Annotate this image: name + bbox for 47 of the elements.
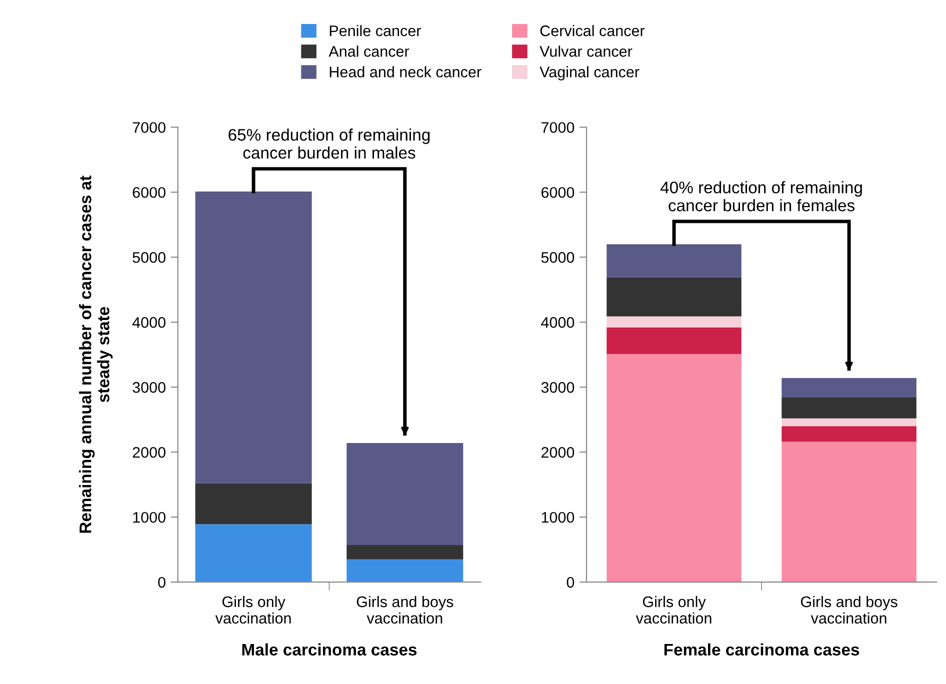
- legend-label: Anal cancer: [328, 46, 410, 57]
- bar: [195, 524, 312, 582]
- y-tick-label: 2000: [132, 446, 166, 458]
- x-tick-label: Girls only vaccination: [215, 596, 291, 624]
- y-axis-title: Remaining annual number of cancer cases at steady state: [79, 176, 113, 533]
- legend-label: Vulvar cancer: [540, 46, 632, 57]
- bar: [782, 398, 916, 418]
- y-tick-label: 7000: [542, 122, 574, 133]
- bar: [346, 545, 464, 560]
- y-tick-label: 6000: [132, 187, 166, 198]
- legend-label: Vaginal cancer: [540, 66, 640, 80]
- y-tick-label: 0: [158, 576, 166, 588]
- y-tick-label: 3000: [541, 382, 574, 393]
- x-tick-label: Girls and boys vaccination: [800, 596, 898, 624]
- bar: [782, 418, 916, 426]
- y-tick-label: 3000: [132, 382, 166, 393]
- bar: [606, 244, 742, 278]
- y-tick-label: 6000: [542, 187, 574, 198]
- bar: [606, 327, 742, 354]
- legend-label: Head and neck cancer: [330, 66, 482, 78]
- bar: [782, 378, 916, 398]
- x-axis-title: Female carcinoma cases: [664, 643, 860, 656]
- bar: [195, 483, 312, 524]
- y-tick-label: 2000: [542, 446, 574, 458]
- bar: [346, 559, 464, 582]
- bar: [346, 443, 464, 546]
- bar: [782, 426, 916, 442]
- y-tick-label: 1000: [133, 512, 166, 523]
- y-tick-label: 4000: [132, 317, 166, 328]
- annotation: 65% reduction of remaining cancer burden in males: [228, 128, 430, 159]
- x-tick-label: Girls and boys vaccination: [356, 596, 454, 624]
- bar: [606, 277, 742, 316]
- y-tick-label: 7000: [132, 122, 166, 133]
- legend-label: Penile cancer: [330, 25, 421, 36]
- annotation: 40% reduction of remaining cancer burden in females: [660, 181, 862, 212]
- x-tick-label: Girls only vaccination: [636, 596, 712, 624]
- y-tick-label: 5000: [541, 252, 574, 263]
- bar: [606, 354, 742, 582]
- bar: [606, 316, 742, 328]
- y-tick-label: 0: [566, 576, 574, 588]
- y-tick-label: 1000: [542, 512, 574, 523]
- bar: [782, 442, 916, 582]
- y-tick-label: 5000: [132, 252, 166, 263]
- y-tick-label: 4000: [541, 317, 574, 328]
- bar: [195, 192, 312, 484]
- x-axis-title: Male carcinoma cases: [242, 643, 417, 656]
- legend-label: Cervical cancer: [540, 25, 645, 36]
